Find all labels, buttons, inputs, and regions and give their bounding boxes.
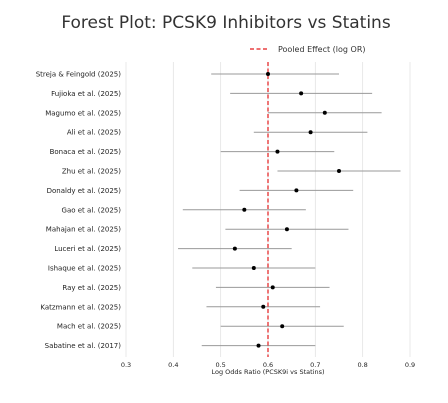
confidence-intervals bbox=[178, 73, 401, 347]
study-label: Magumo et al. (2025) bbox=[45, 109, 121, 117]
point-estimate bbox=[266, 72, 270, 76]
point-estimate bbox=[284, 227, 289, 232]
point-estimate bbox=[261, 304, 266, 309]
study-label: Ali et al. (2025) bbox=[67, 129, 121, 137]
study-label: Donaldy et al. (2025) bbox=[47, 187, 122, 195]
chart-title: Forest Plot: PCSK9 Inhibitors vs Statins bbox=[61, 13, 391, 33]
x-tick-label: 0.4 bbox=[168, 361, 178, 369]
x-tick-label: 0.8 bbox=[357, 361, 367, 369]
point-estimates bbox=[232, 72, 341, 348]
point-estimate bbox=[299, 91, 304, 96]
study-label: Luceri et al. (2025) bbox=[54, 245, 121, 253]
study-label: Mach et al. (2025) bbox=[57, 323, 121, 331]
point-estimate bbox=[275, 149, 280, 154]
point-estimate bbox=[308, 130, 313, 135]
point-estimate bbox=[242, 207, 247, 212]
point-estimate bbox=[294, 188, 299, 193]
study-label: Mahajan et al. (2025) bbox=[46, 226, 121, 234]
x-tick-label: 0.7 bbox=[310, 361, 320, 369]
x-axis-label: Log Odds Ratio (PCSK9i vs Statins) bbox=[212, 368, 325, 376]
point-estimate bbox=[251, 266, 256, 270]
x-axis-ticks: 0.3 0.4 0.5 0.6 0.7 0.8 0.9 bbox=[121, 361, 415, 369]
study-labels: Streja & Feingold (2025) Fujioka et al. (… bbox=[36, 71, 122, 351]
study-label: Zhu et al. (2025) bbox=[62, 168, 121, 176]
study-label: Ishaque et al. (2025) bbox=[48, 265, 121, 273]
point-estimate bbox=[280, 324, 285, 329]
point-estimate bbox=[270, 285, 275, 290]
point-estimate bbox=[232, 246, 237, 251]
legend-label: Pooled Effect (log OR) bbox=[278, 45, 366, 54]
x-tick-label: 0.5 bbox=[215, 361, 225, 369]
point-estimate bbox=[337, 169, 341, 173]
study-label: Katzmann et al. (2025) bbox=[40, 303, 121, 311]
x-tick-label: 0.3 bbox=[121, 361, 131, 369]
x-tick-label: 0.9 bbox=[405, 361, 415, 369]
legend: Pooled Effect (log OR) bbox=[250, 45, 366, 54]
study-label: Sabatine et al. (2017) bbox=[45, 342, 122, 350]
study-label: Ray et al. (2025) bbox=[62, 284, 121, 292]
study-label: Gao et al. (2025) bbox=[62, 206, 122, 214]
point-estimate bbox=[256, 343, 261, 348]
study-label: Fujioka et al. (2025) bbox=[51, 90, 121, 98]
study-label: Streja & Feingold (2025) bbox=[36, 71, 122, 79]
study-label: Bonaca et al. (2025) bbox=[50, 148, 122, 156]
point-estimate bbox=[322, 110, 327, 115]
x-tick-label: 0.6 bbox=[263, 361, 273, 369]
